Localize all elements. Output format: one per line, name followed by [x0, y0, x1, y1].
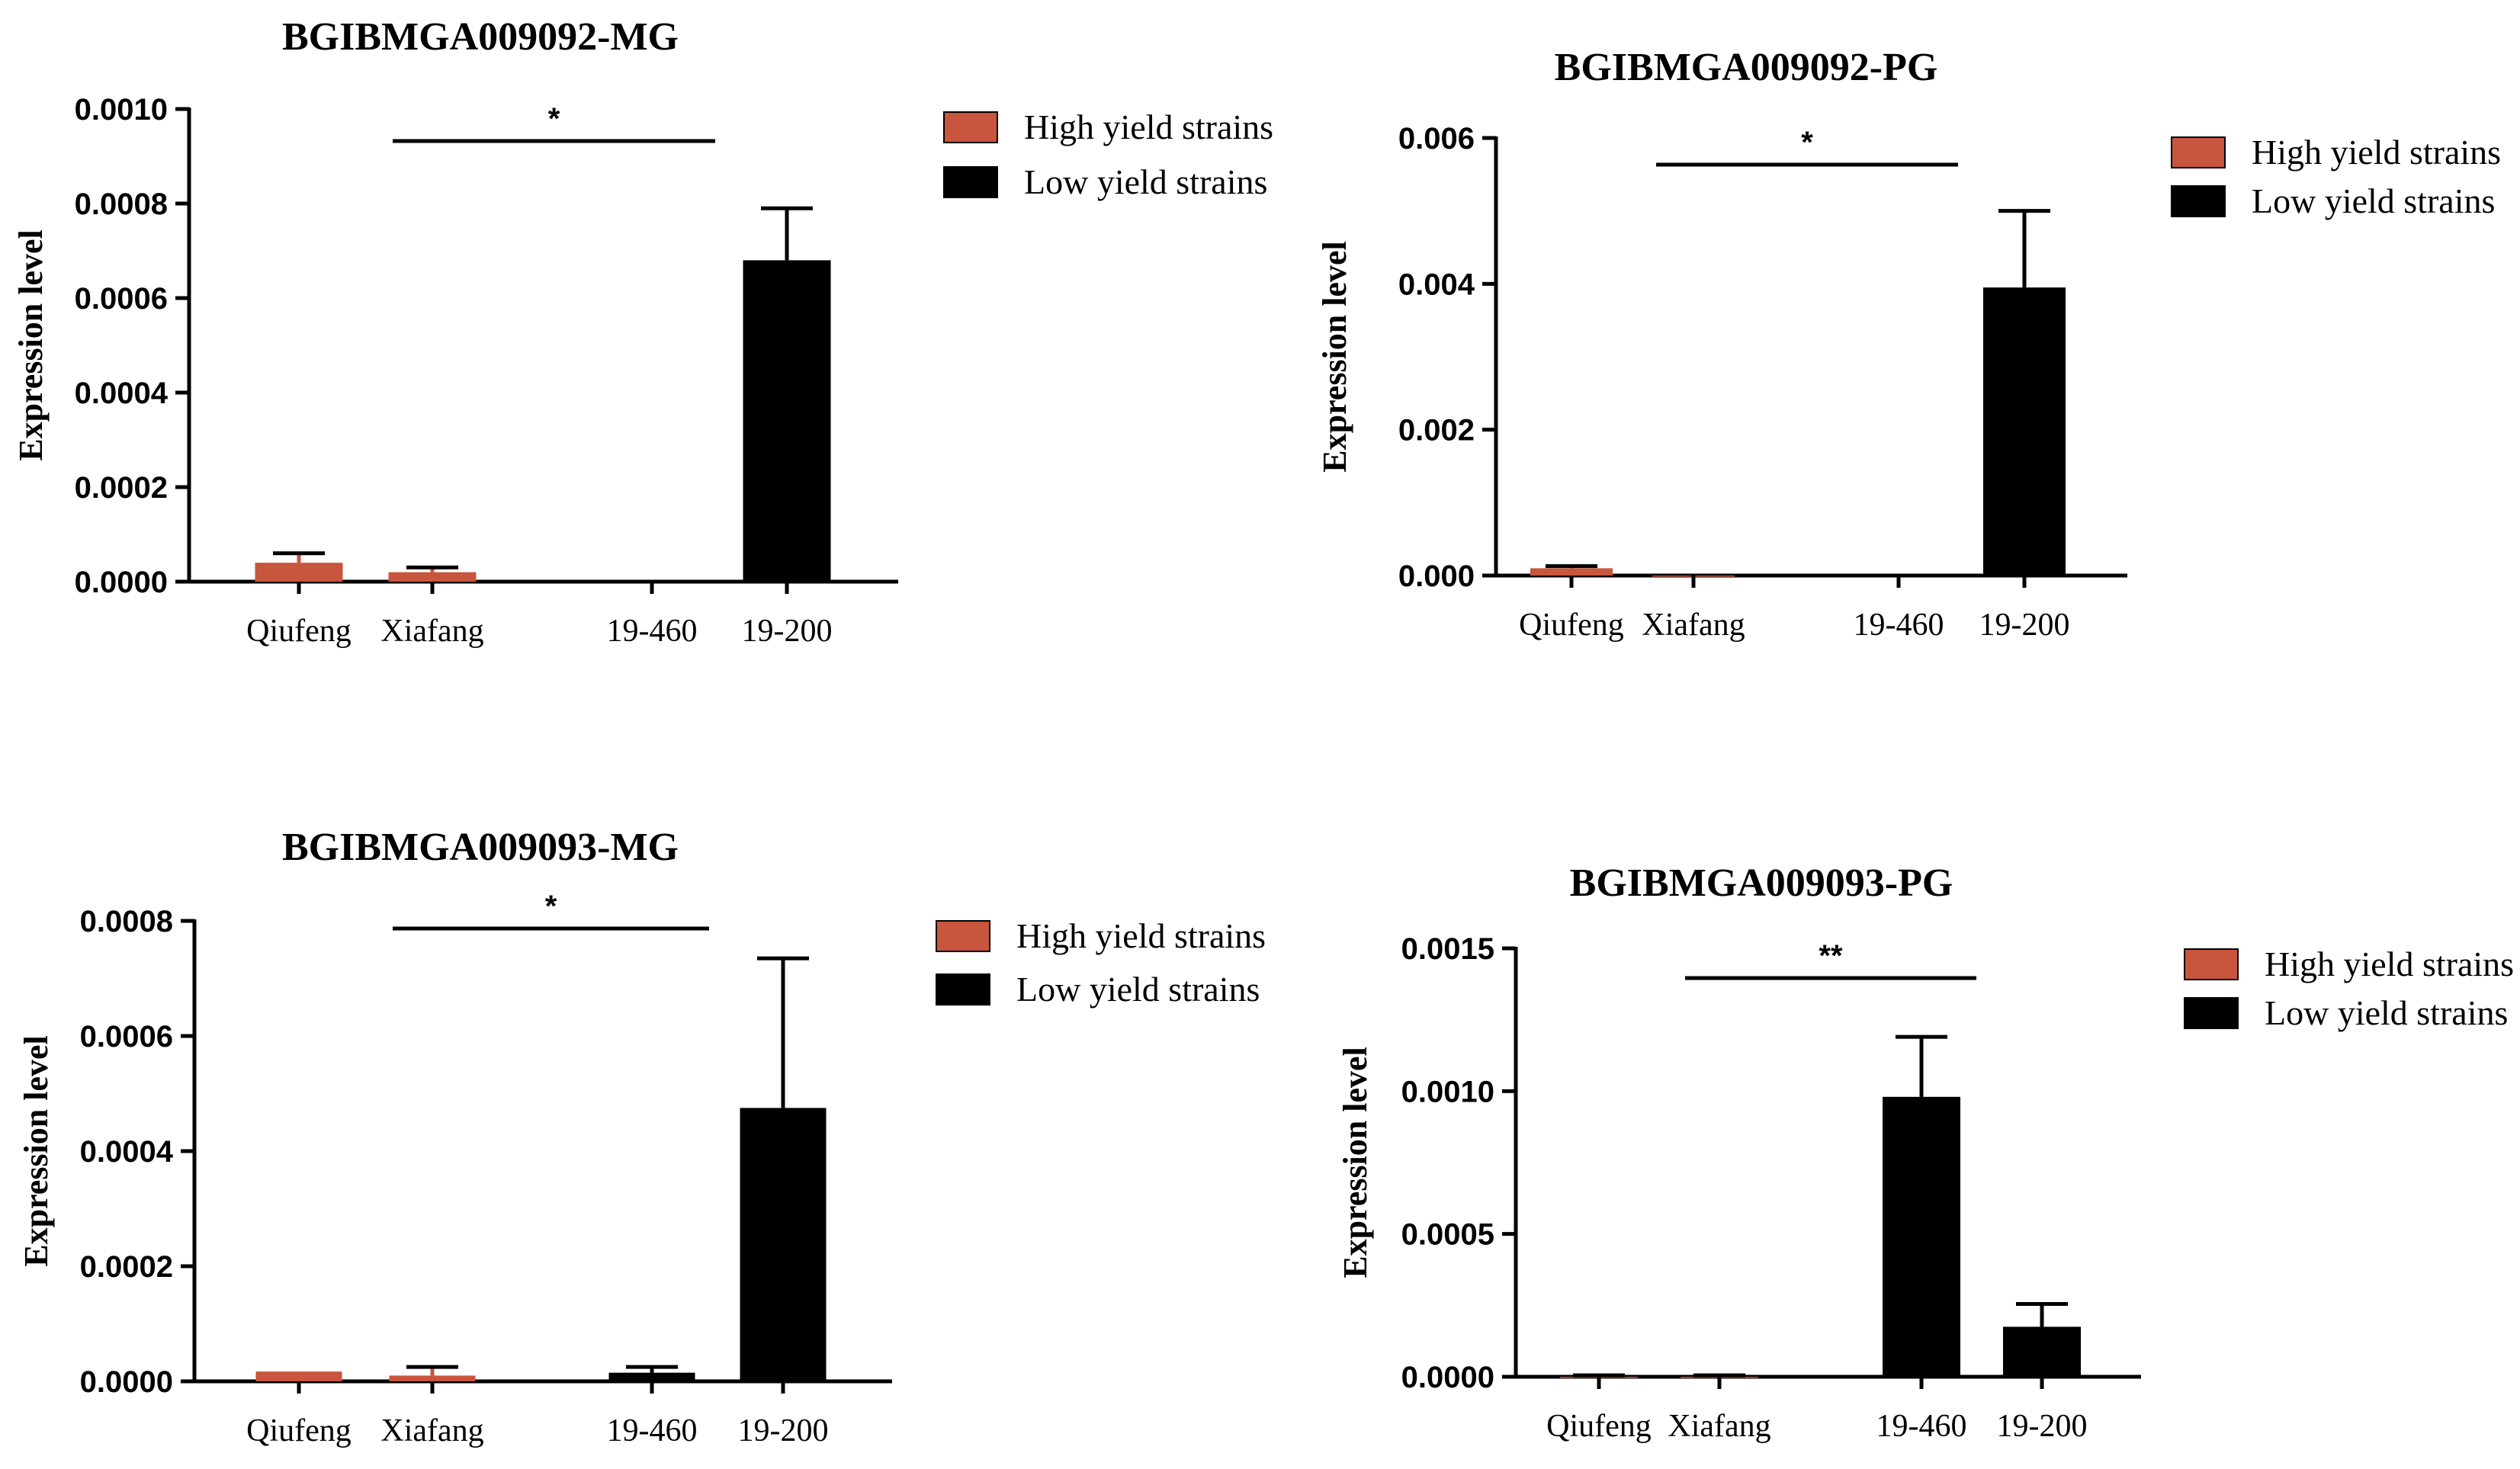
chart-title: BGIBMGA009092-PG — [1555, 46, 1938, 89]
y-tick-label: 0.0000 — [80, 1365, 173, 1399]
bar-Qiufeng — [255, 1371, 342, 1381]
x-tick-label: 19-200 — [1979, 608, 2070, 643]
y-tick-label: 0.0004 — [75, 377, 169, 410]
y-tick-label: 0.0000 — [1401, 1361, 1494, 1394]
x-tick-label: Qiufeng — [1519, 608, 1624, 643]
y-tick-label: 0.0010 — [1401, 1075, 1494, 1108]
bar-Xiafang — [389, 1375, 476, 1381]
significance-marker: ** — [1819, 939, 1843, 973]
y-tick-label: 0.0015 — [1401, 932, 1494, 966]
significance-marker: * — [548, 102, 560, 136]
bar-Xiafang — [388, 572, 477, 582]
chart-panel-1: BGIBMGA009092-MG Expression level 0.0000 0.… — [12, 15, 1273, 649]
x-tick-label: Xiafang — [380, 614, 483, 649]
legend-swatch-high — [936, 920, 990, 952]
bar-19-200 — [740, 1108, 827, 1381]
legend-label: High yield strains — [1016, 916, 1266, 955]
y-tick-label: 0.0000 — [75, 566, 168, 599]
y-tick-label: 0.0010 — [75, 93, 168, 127]
legend-label: Low yield strains — [1016, 970, 1260, 1009]
y-tick-label: 0.0002 — [80, 1250, 173, 1284]
chart-panel-2: BGIBMGA009092-PG Expression level 0.000 0.0… — [1316, 46, 2501, 643]
x-tick-label: Qiufeng — [246, 1413, 352, 1448]
y-axis-label: Expression level — [12, 229, 50, 461]
legend: High yield strains Low yield strains — [2171, 133, 2501, 220]
y-tick-label: 0.0006 — [80, 1020, 173, 1054]
x-tick-label: 19-460 — [607, 614, 698, 649]
y-axis-label: Expression level — [18, 1035, 55, 1267]
bar-19-200 — [2003, 1326, 2081, 1377]
bar-19-200 — [1983, 287, 2066, 576]
chart-panel-3: BGIBMGA009093-MG Expression level 0.0000 0.… — [18, 826, 1266, 1448]
chart-title: BGIBMGA009093-PG — [1570, 861, 1953, 905]
y-axis-label: Expression level — [1316, 241, 1353, 473]
legend-label: Low yield strains — [1024, 162, 1267, 201]
bar-Qiufeng — [1530, 568, 1613, 576]
x-tick-label: 19-460 — [607, 1413, 698, 1448]
bar-19-200 — [743, 260, 831, 582]
y-tick-label: 0.006 — [1398, 122, 1475, 156]
legend: High yield strains Low yield strains — [2184, 945, 2514, 1032]
x-tick-label: 19-200 — [738, 1413, 829, 1448]
legend-swatch-low — [943, 166, 998, 198]
y-tick-label: 0.002 — [1398, 414, 1475, 447]
x-tick-label: 19-200 — [742, 614, 833, 649]
legend-swatch-low — [2184, 997, 2239, 1029]
legend-label: High yield strains — [2265, 945, 2514, 983]
y-tick-label: 0.0008 — [80, 905, 173, 938]
legend-swatch-low — [936, 973, 990, 1006]
legend-label: Low yield strains — [2252, 181, 2495, 220]
y-tick-label: 0.004 — [1398, 268, 1475, 301]
chart-title: BGIBMGA009092-MG — [282, 15, 679, 59]
x-tick-label: Xiafang — [1668, 1409, 1770, 1444]
legend-swatch-low — [2171, 185, 2226, 217]
significance-marker: * — [545, 890, 557, 923]
significance-marker: * — [1801, 126, 1813, 159]
x-tick-label: 19-460 — [1854, 608, 1944, 643]
legend: High yield strains Low yield strains — [936, 916, 1266, 1009]
bar-Qiufeng — [255, 563, 343, 582]
legend: High yield strains Low yield strains — [943, 107, 1273, 201]
legend-swatch-high — [2171, 136, 2226, 168]
x-tick-label: Qiufeng — [246, 614, 352, 649]
y-tick-label: 0.0002 — [75, 471, 168, 505]
chart-title: BGIBMGA009093-MG — [282, 826, 679, 869]
y-tick-label: 0.0005 — [1401, 1218, 1494, 1252]
y-tick-label: 0.0006 — [75, 282, 168, 316]
x-tick-label: Xiafang — [380, 1413, 483, 1448]
y-axis-label: Expression level — [1337, 1047, 1374, 1278]
x-tick-label: Xiafang — [1642, 608, 1745, 643]
y-tick-label: 0.000 — [1398, 560, 1475, 593]
x-tick-label: Qiufeng — [1546, 1409, 1652, 1444]
bar-19-460 — [608, 1372, 695, 1381]
y-tick-label: 0.0008 — [75, 188, 168, 221]
legend-label: High yield strains — [1024, 107, 1273, 146]
legend-swatch-high — [2184, 948, 2239, 980]
chart-panel-4: BGIBMGA009093-PG Expression level 0.0000 0.… — [1337, 861, 2514, 1444]
legend-label: Low yield strains — [2265, 993, 2508, 1032]
legend-label: High yield strains — [2252, 133, 2501, 172]
y-tick-label: 0.0004 — [80, 1135, 174, 1169]
bar-19-460 — [1883, 1096, 1960, 1377]
legend-swatch-high — [943, 111, 998, 143]
x-tick-label: 19-460 — [1876, 1409, 1967, 1444]
x-tick-label: 19-200 — [1997, 1409, 2088, 1444]
